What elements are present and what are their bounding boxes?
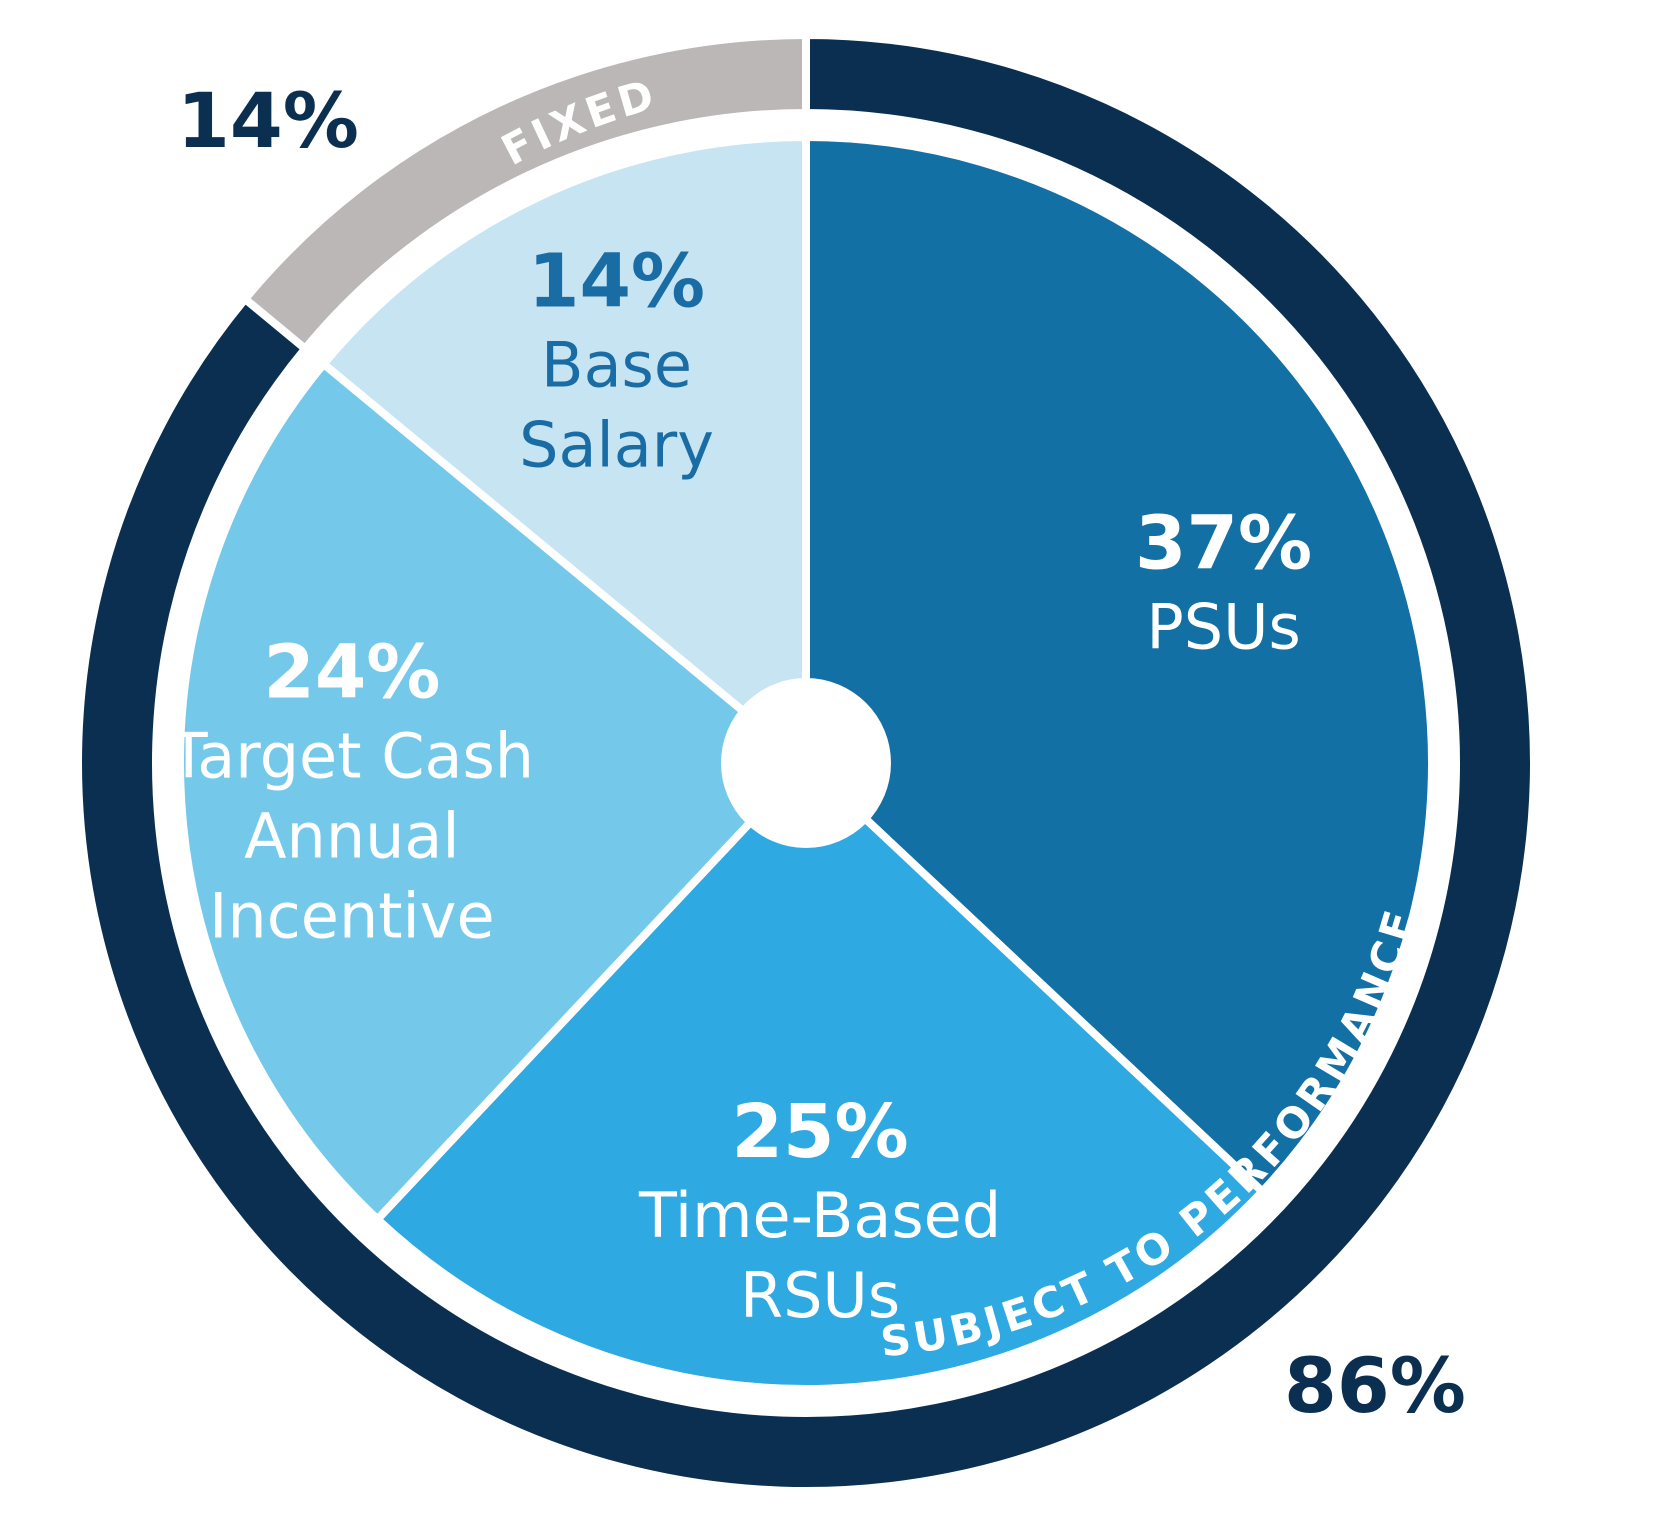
fixed-group-percent: 14%	[177, 76, 359, 165]
pie-slices	[176, 132, 1436, 1393]
slice-target-cash-annual-incentive	[176, 358, 812, 1225]
slice-psus	[802, 132, 1436, 1198]
slice-base-salary	[318, 132, 810, 772]
slice-category-label: Annual	[244, 800, 460, 873]
performance-group-percent: 86%	[1284, 1341, 1466, 1430]
slice-time-based-rsus	[371, 757, 1268, 1393]
slice-percent-label: 14%	[528, 238, 705, 324]
slice-category-label: PSUs	[1146, 590, 1300, 663]
slice-percent-label: 37%	[1135, 500, 1312, 586]
slice-percent-label: 25%	[732, 1089, 909, 1175]
slice-category-label: Time-Based	[638, 1179, 1001, 1252]
ring-segment-fixed	[239, 30, 810, 355]
slice-percent-label: 24%	[263, 630, 440, 716]
outer-group-ring	[74, 30, 1538, 1495]
slice-category-label: RSUs	[740, 1259, 900, 1332]
ring-segment-subject-to-performance	[74, 30, 1538, 1495]
slice-category-label: Salary	[519, 408, 714, 481]
slice-category-label: Base	[541, 328, 692, 401]
slice-category-label: Incentive	[209, 880, 494, 953]
slice-category-label: Target Cash	[169, 720, 534, 793]
center-hole	[721, 678, 891, 848]
